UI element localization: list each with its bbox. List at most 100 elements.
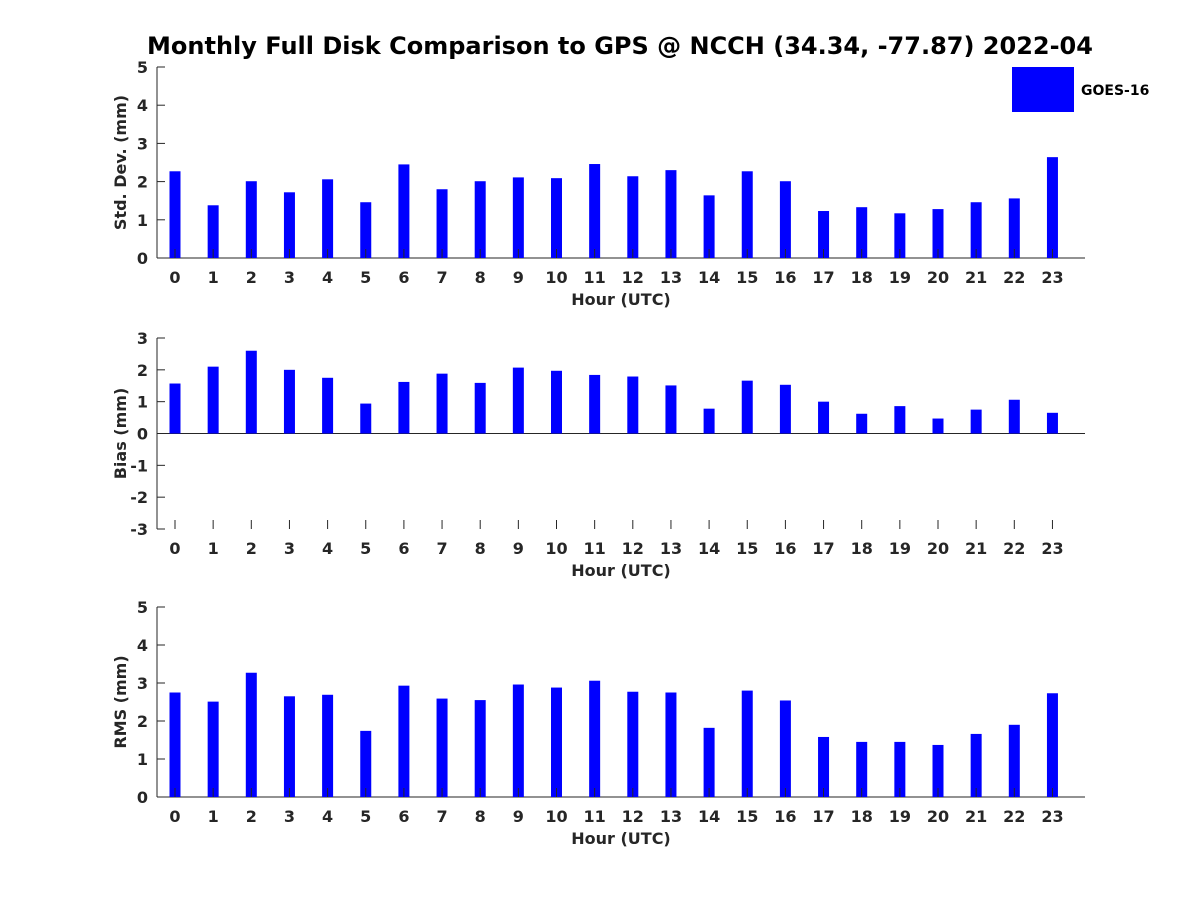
std-dev-x-tick-label: 14 <box>698 268 720 287</box>
bias-x-tick-label: 18 <box>851 539 873 558</box>
bias-x-tick-label: 15 <box>736 539 758 558</box>
bias-bar-hour-13 <box>665 385 677 434</box>
std-dev-bar-hour-11 <box>589 164 601 258</box>
bias-y-tick-label: 0 <box>137 425 148 444</box>
std-dev-x-tick-label: 5 <box>360 268 371 287</box>
bias-y-tick-label: 2 <box>137 361 148 380</box>
bias-bar-hour-16 <box>779 384 791 434</box>
rms-x-tick-label: 10 <box>545 807 567 826</box>
bias-x-tick-label: 22 <box>1003 539 1025 558</box>
std-dev-bar-hour-1 <box>207 205 219 258</box>
std-dev-x-tick-label: 4 <box>322 268 333 287</box>
bias-bar-hour-20 <box>932 418 944 434</box>
bias-x-tick-label: 0 <box>169 539 180 558</box>
bias-bar-hour-17 <box>818 401 830 434</box>
bias-x-tick-label: 17 <box>812 539 834 558</box>
std-dev-x-tick-label: 21 <box>965 268 987 287</box>
rms-bar-hour-11 <box>589 680 601 797</box>
rms-bar-hour-16 <box>779 700 791 797</box>
std-dev-y-tick-label: 0 <box>137 249 148 268</box>
rms-bar-hour-14 <box>703 727 715 797</box>
bias-x-tick-label: 2 <box>246 539 257 558</box>
std-dev-y-tick-label: 5 <box>137 58 148 77</box>
rms-x-tick-label: 3 <box>284 807 295 826</box>
bias-x-tick-label: 3 <box>284 539 295 558</box>
bias-x-tick-label: 10 <box>545 539 567 558</box>
rms-x-axis-label: Hour (UTC) <box>571 829 671 848</box>
std-dev-x-tick-label: 12 <box>622 268 644 287</box>
rms-x-tick-label: 7 <box>436 807 447 826</box>
rms-bar-hour-20 <box>932 744 944 797</box>
rms-bar-hour-4 <box>322 694 334 797</box>
bias-x-tick-label: 14 <box>698 539 720 558</box>
std-dev-bar-hour-3 <box>283 192 295 258</box>
legend-swatch-goes-16 <box>1012 67 1074 112</box>
bias-y-tick-label: -2 <box>130 488 148 507</box>
std-dev-bar-hour-12 <box>627 176 639 258</box>
std-dev-x-tick-label: 22 <box>1003 268 1025 287</box>
std-dev-x-tick-label: 15 <box>736 268 758 287</box>
rms-x-tick-label: 2 <box>246 807 257 826</box>
rms-x-tick-label: 6 <box>398 807 409 826</box>
figure-title: Monthly Full Disk Comparison to GPS @ NC… <box>147 32 1093 60</box>
bias-x-tick-label: 4 <box>322 539 333 558</box>
bias-bar-hour-4 <box>322 377 334 434</box>
rms-bar-hour-10 <box>551 687 562 797</box>
bias-x-tick-label: 20 <box>927 539 949 558</box>
rms-bar-hour-2 <box>245 672 257 797</box>
rms-bar-hour-9 <box>512 684 524 797</box>
std-dev-x-tick-label: 16 <box>774 268 796 287</box>
rms-x-tick-label: 16 <box>774 807 796 826</box>
std-dev-y-tick-label: 3 <box>137 134 148 153</box>
std-dev-x-tick-label: 7 <box>436 268 447 287</box>
bias-bar-hour-19 <box>894 406 906 434</box>
rms-bar-hour-21 <box>970 733 982 797</box>
legend-label: GOES-16 <box>1081 83 1149 99</box>
std-dev-bar-hour-2 <box>245 181 257 258</box>
std-dev-y-tick-label: 4 <box>137 96 148 115</box>
bias-x-tick-label: 13 <box>660 539 682 558</box>
bias-bar-hour-2 <box>245 350 257 434</box>
std-dev-bar-hour-17 <box>818 211 830 258</box>
rms-y-tick-label: 4 <box>137 636 148 655</box>
std-dev-x-tick-label: 13 <box>660 268 682 287</box>
rms-x-tick-label: 17 <box>812 807 834 826</box>
rms-x-tick-label: 18 <box>851 807 873 826</box>
std-dev-y-axis-label: Std. Dev. (mm) <box>111 95 130 230</box>
bias-y-axis-label: Bias (mm) <box>111 388 130 480</box>
bias-bar-hour-5 <box>360 403 372 434</box>
std-dev-x-tick-label: 10 <box>545 268 567 287</box>
bias-x-tick-label: 8 <box>475 539 486 558</box>
bias-x-axis-label: Hour (UTC) <box>571 561 671 580</box>
bias-bar-hour-3 <box>283 369 295 434</box>
rms-x-tick-label: 22 <box>1003 807 1025 826</box>
rms-x-tick-label: 13 <box>660 807 682 826</box>
bias-y-tick-label: -1 <box>130 456 148 475</box>
bias-y-tick-label: 3 <box>137 329 148 348</box>
std-dev-bar-hour-18 <box>856 207 868 258</box>
std-dev-bar-hour-13 <box>665 170 677 258</box>
rms-bar-hour-17 <box>818 736 830 797</box>
std-dev-bar-hour-10 <box>551 178 562 258</box>
rms-y-tick-label: 0 <box>137 788 148 807</box>
bias-x-tick-label: 21 <box>965 539 987 558</box>
bias-bar-hour-1 <box>207 366 219 434</box>
rms-x-tick-label: 11 <box>584 807 606 826</box>
std-dev-x-tick-label: 23 <box>1041 268 1063 287</box>
rms-x-tick-label: 15 <box>736 807 758 826</box>
bias-bar-hour-22 <box>1008 399 1020 434</box>
rms-bar-hour-6 <box>398 685 410 797</box>
std-dev-x-tick-label: 9 <box>513 268 524 287</box>
legend: GOES-16 <box>1012 67 1149 112</box>
rms-x-tick-label: 21 <box>965 807 987 826</box>
bias-y-tick-label: -3 <box>130 520 148 539</box>
std-dev-bar-hour-7 <box>436 189 448 258</box>
rms-y-tick-label: 3 <box>137 674 148 693</box>
std-dev-x-tick-label: 19 <box>889 268 911 287</box>
rms-bar-hour-3 <box>283 696 295 797</box>
bias-bar-hour-9 <box>512 367 524 434</box>
std-dev-bar-hour-8 <box>474 181 486 258</box>
